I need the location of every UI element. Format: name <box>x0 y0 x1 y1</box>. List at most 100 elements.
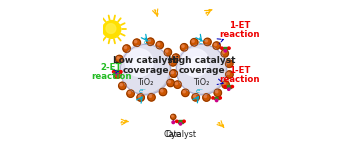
Circle shape <box>228 47 230 49</box>
Text: High catalyst: High catalyst <box>168 56 235 65</box>
Circle shape <box>204 95 206 97</box>
Circle shape <box>171 60 173 62</box>
FancyBboxPatch shape <box>178 120 183 123</box>
Circle shape <box>114 71 121 78</box>
Circle shape <box>176 120 178 123</box>
Text: e⁻: e⁻ <box>139 88 147 94</box>
Circle shape <box>128 91 131 94</box>
Circle shape <box>133 39 141 46</box>
Text: reaction: reaction <box>219 30 260 39</box>
Circle shape <box>148 39 150 42</box>
Text: coverage: coverage <box>178 66 225 75</box>
Circle shape <box>133 57 149 72</box>
Circle shape <box>120 44 169 93</box>
Circle shape <box>149 95 152 97</box>
Circle shape <box>116 72 118 75</box>
Circle shape <box>117 57 119 59</box>
Text: TiO₂: TiO₂ <box>137 78 154 87</box>
Circle shape <box>226 71 233 78</box>
Text: coverage: coverage <box>122 66 169 75</box>
Text: reaction: reaction <box>219 75 260 84</box>
Circle shape <box>183 120 185 123</box>
FancyBboxPatch shape <box>223 47 228 49</box>
Circle shape <box>190 39 198 46</box>
Circle shape <box>182 45 184 47</box>
Text: Dye: Dye <box>165 130 181 139</box>
Circle shape <box>223 51 225 53</box>
Circle shape <box>194 95 196 97</box>
Circle shape <box>223 82 225 85</box>
Circle shape <box>231 85 233 88</box>
Circle shape <box>213 42 220 49</box>
Circle shape <box>192 94 199 101</box>
Circle shape <box>170 70 177 77</box>
Text: Catalyst: Catalyst <box>164 130 197 139</box>
Circle shape <box>120 84 122 86</box>
Circle shape <box>222 81 229 88</box>
Circle shape <box>216 99 218 102</box>
Circle shape <box>167 79 174 87</box>
Circle shape <box>172 71 174 74</box>
Circle shape <box>204 38 211 46</box>
Circle shape <box>161 90 163 92</box>
Circle shape <box>172 54 180 61</box>
Circle shape <box>156 41 163 49</box>
Circle shape <box>168 81 170 83</box>
Circle shape <box>179 123 182 125</box>
Circle shape <box>189 57 205 72</box>
Circle shape <box>227 72 230 75</box>
Circle shape <box>174 81 181 88</box>
Circle shape <box>175 82 177 85</box>
Circle shape <box>176 45 227 95</box>
Circle shape <box>170 70 177 77</box>
Circle shape <box>159 88 167 96</box>
Circle shape <box>183 91 186 93</box>
Circle shape <box>148 94 155 101</box>
Circle shape <box>214 89 222 97</box>
Circle shape <box>120 45 171 95</box>
FancyBboxPatch shape <box>115 70 119 73</box>
Circle shape <box>221 50 229 57</box>
Text: TiO₂: TiO₂ <box>194 78 210 87</box>
Circle shape <box>212 97 214 99</box>
Circle shape <box>116 55 123 63</box>
Text: Low catalyst: Low catalyst <box>113 56 177 65</box>
Text: 1-ET: 1-ET <box>229 21 250 30</box>
Circle shape <box>224 85 226 88</box>
Text: e⁻: e⁻ <box>195 88 203 94</box>
Circle shape <box>219 97 222 99</box>
Circle shape <box>214 43 217 46</box>
Circle shape <box>116 73 118 76</box>
Text: reaction: reaction <box>91 72 132 81</box>
Circle shape <box>180 44 188 51</box>
Circle shape <box>176 44 225 93</box>
Circle shape <box>112 71 115 73</box>
Text: 2-ET: 2-ET <box>101 63 122 72</box>
Circle shape <box>164 48 171 56</box>
Circle shape <box>169 59 177 66</box>
Circle shape <box>216 91 218 93</box>
Circle shape <box>172 121 175 124</box>
Circle shape <box>227 61 229 64</box>
Circle shape <box>192 40 194 42</box>
Circle shape <box>125 49 153 76</box>
Circle shape <box>220 47 223 49</box>
Circle shape <box>106 24 116 33</box>
Circle shape <box>205 40 208 42</box>
Circle shape <box>120 71 122 73</box>
Circle shape <box>127 90 134 97</box>
Circle shape <box>137 94 145 101</box>
Circle shape <box>224 50 226 52</box>
FancyBboxPatch shape <box>226 85 231 88</box>
Text: e⁻: e⁻ <box>198 39 206 45</box>
Text: e⁻: e⁻ <box>144 39 152 45</box>
FancyBboxPatch shape <box>215 97 219 99</box>
Circle shape <box>174 55 176 58</box>
Circle shape <box>171 71 174 74</box>
Circle shape <box>172 115 173 117</box>
Circle shape <box>103 20 121 38</box>
Circle shape <box>166 50 168 52</box>
Circle shape <box>225 60 233 67</box>
Circle shape <box>123 45 130 52</box>
Text: 1-ET: 1-ET <box>229 66 250 75</box>
